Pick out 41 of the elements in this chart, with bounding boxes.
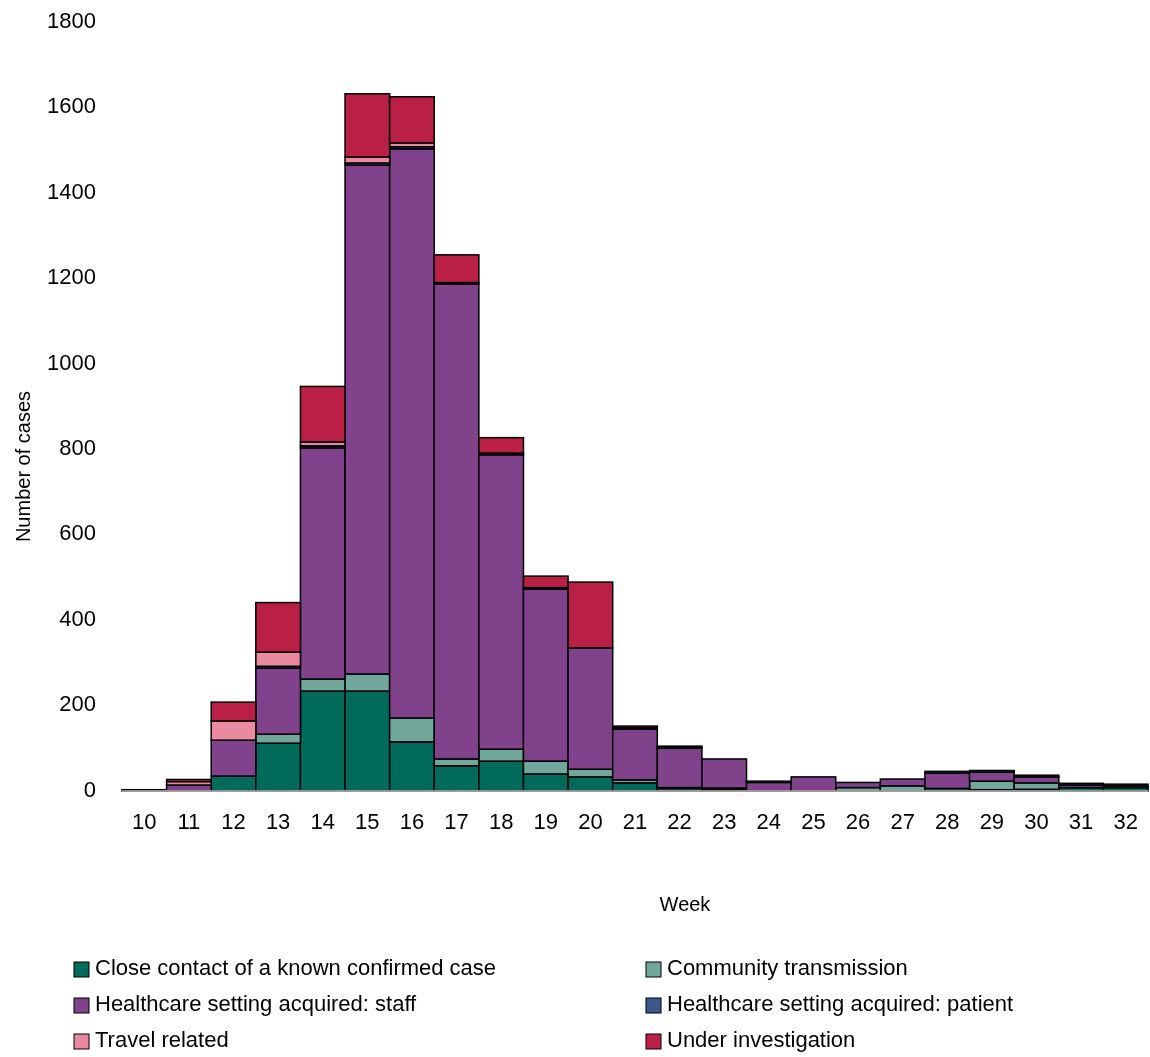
x-tick-label: 32 <box>1113 809 1138 834</box>
x-axis-title: Week <box>659 893 712 915</box>
y-tick-label: 1600 <box>47 93 96 119</box>
x-tick-label: 21 <box>622 809 648 834</box>
x-tick-label: 29 <box>979 809 1005 834</box>
y-tick-label: 200 <box>59 691 96 717</box>
y-tick-label: 1800 <box>47 7 96 33</box>
x-tick-label: 15 <box>355 809 380 834</box>
x-tick-label: 26 <box>845 809 871 834</box>
x-tick-label: 10 <box>132 809 157 834</box>
y-tick-label: 0 <box>83 776 96 802</box>
x-tick-label: 20 <box>578 809 603 834</box>
x-tick-label: 13 <box>265 809 291 834</box>
x-tick-label: 24 <box>756 809 782 834</box>
y-tick-label: 1200 <box>47 264 96 290</box>
x-tick-label: 14 <box>310 809 335 834</box>
y-tick-label: 1000 <box>47 349 96 375</box>
x-tick-label: 27 <box>890 809 915 834</box>
x-tick-label: 16 <box>399 809 425 834</box>
legend-label: Community transmission <box>667 954 908 980</box>
x-tick-label: 19 <box>533 809 559 834</box>
x-tick-label: 18 <box>488 809 514 834</box>
x-tick-label: 31 <box>1068 809 1094 834</box>
y-tick-label: 600 <box>59 520 96 546</box>
y-axis-title: Number of cases <box>12 390 34 543</box>
legend-label: Under investigation <box>667 1026 856 1052</box>
x-tick-label: 30 <box>1024 809 1049 834</box>
y-tick-label: 800 <box>59 435 96 461</box>
legend-label: Healthcare setting acquired: staff <box>95 990 418 1016</box>
legend-label: Healthcare setting acquired: patient <box>667 990 1014 1016</box>
x-tick-label: 12 <box>221 809 246 834</box>
x-tick-label: 23 <box>711 809 737 834</box>
x-tick-label: 11 <box>177 809 201 834</box>
y-tick-label: 400 <box>59 605 96 631</box>
y-tick-label: 1400 <box>47 178 96 204</box>
x-tick-label: 28 <box>935 809 960 834</box>
x-tick-label: 25 <box>801 809 826 834</box>
legend-label: Travel related <box>95 1026 229 1052</box>
legend-label: Close contact of a known confirmed case <box>95 954 497 980</box>
x-tick-label: 22 <box>667 809 692 834</box>
x-tick-label: 17 <box>444 809 469 834</box>
